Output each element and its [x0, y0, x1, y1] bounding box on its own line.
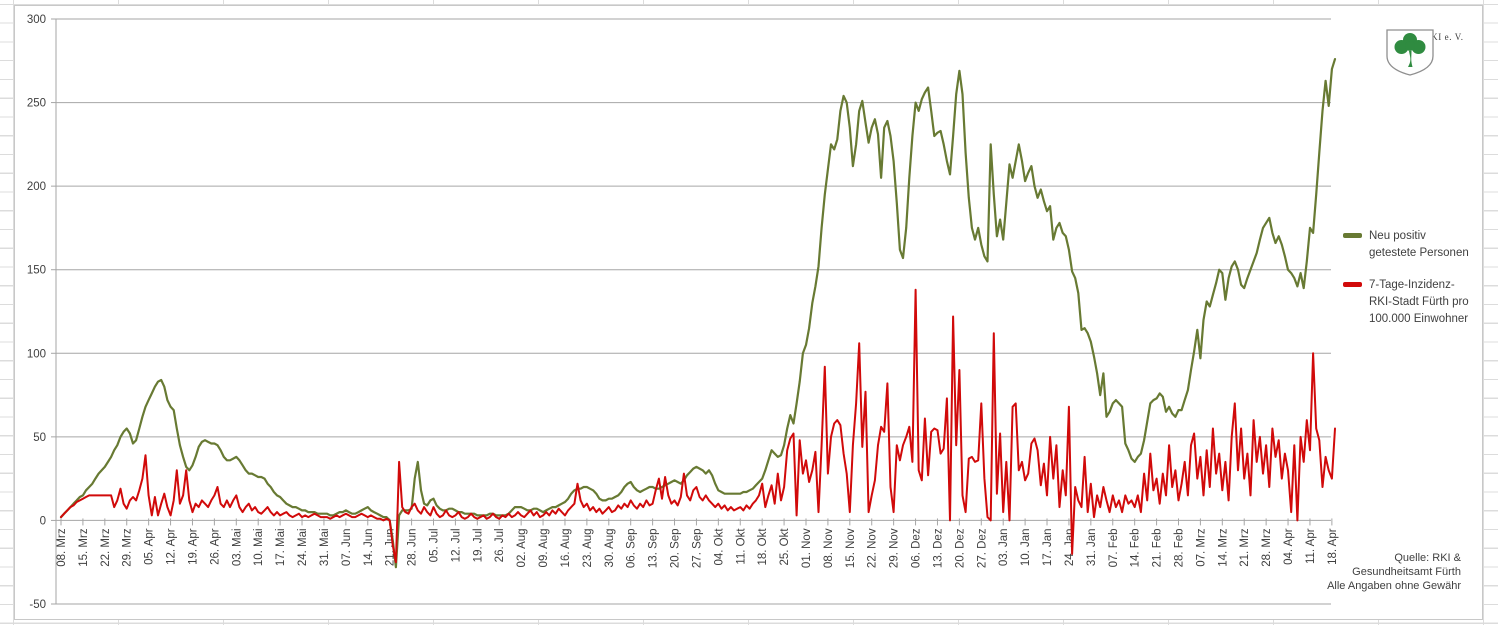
series-line-incidence	[60, 288, 1336, 564]
x-axis-label: 31. Jan	[1086, 528, 1098, 566]
x-axis-label: 28. Jun	[407, 528, 419, 566]
x-axis-label: 28. Feb	[1173, 528, 1185, 567]
x-axis-label: 18. Okt	[757, 528, 769, 566]
source-line: Alle Angaben ohne Gewähr	[1327, 579, 1461, 592]
y-axis-label: 250	[27, 98, 46, 110]
x-axis-label: 07. Jun	[341, 528, 353, 566]
x-axis-label: 12. Jul	[450, 528, 462, 562]
plot-area: 300 250 200 150 100 50 0 -50 08. Mrz 15. Mrz 22. M…	[27, 14, 1339, 611]
y-axis-label: -50	[29, 599, 46, 611]
source-note: Quelle: RKI & Gesundheitsamt Fürth Alle …	[1327, 552, 1461, 593]
shield-clover-icon	[1386, 29, 1434, 76]
x-axis-label: 21. Feb	[1152, 528, 1164, 567]
legend-swatch	[1343, 281, 1362, 287]
x-axis-label: 01. Nov	[801, 528, 813, 568]
x-axis-label: 04. Okt	[713, 528, 725, 566]
x-axis-label: 04. Apr	[1283, 528, 1295, 565]
x-axis-label: 25. Okt	[779, 528, 791, 566]
x-axis-label: 26. Jul	[494, 528, 506, 562]
x-axis-label: 19. Jul	[472, 528, 484, 562]
x-axis-label: 11. Apr	[1305, 528, 1317, 564]
x-axis-label: 09. Aug	[538, 528, 550, 567]
x-axis-label: 05. Apr	[144, 528, 156, 565]
x-axis-label: 27. Sep	[691, 528, 703, 568]
x-axis-label: 07. Mrz	[1195, 528, 1207, 567]
x-axis-label: 20. Sep	[670, 528, 682, 568]
x-axis-label: 19. Apr	[187, 528, 199, 565]
legend-swatch	[1343, 233, 1362, 238]
x-axis-label: 15. Nov	[845, 528, 857, 568]
x-axis-label: 30. Aug	[604, 528, 616, 567]
fuerthwiki-logo: FÜRTHWIKI e. V.	[1385, 29, 1465, 76]
x-axis-label: 23. Aug	[582, 528, 594, 567]
x-axis-label: 24. Jan	[1064, 528, 1076, 566]
x-axis-label: 05. Jul	[428, 528, 440, 562]
x-axis-label: 22. Nov	[867, 528, 879, 568]
y-axis-label: 200	[27, 181, 46, 193]
y-axis-label: 300	[27, 14, 46, 26]
x-axis-label: 17. Jan	[1042, 528, 1054, 566]
x-axis-label: 28. Mrz	[1261, 528, 1273, 567]
x-axis-label: 18. Apr	[1327, 528, 1339, 565]
series-line-new-positives	[59, 57, 1337, 569]
source-line: Quelle: RKI &	[1394, 552, 1461, 564]
chart-object[interactable]: 300 250 200 150 100 50 0 -50 08. Mrz 15. Mrz 22. M…	[14, 5, 1483, 620]
y-axis-label: 50	[33, 432, 46, 444]
x-axis-label: 03. Jan	[998, 528, 1010, 566]
x-axis-label: 24. Mai	[297, 528, 309, 566]
x-axis-label: 26. Apr	[209, 528, 221, 565]
x-axis-label: 29. Mrz	[122, 528, 134, 567]
x-axis-label: 10. Mai	[253, 528, 265, 566]
chart-legend: Neu positiv getestete Personen 7-Tage-Inzi…	[1343, 228, 1478, 342]
x-axis-label: 03. Mai	[231, 528, 243, 566]
x-axis-label: 31. Mai	[319, 528, 331, 566]
x-axis-label: 13. Dez	[932, 528, 944, 568]
x-axis-label: 06. Sep	[626, 528, 638, 568]
x-axis-label: 14. Feb	[1130, 528, 1142, 567]
y-axis-label: 0	[40, 515, 46, 527]
x-axis-label: 08. Mrz	[56, 528, 68, 567]
source-line: Gesundheitsamt Fürth	[1352, 565, 1461, 578]
legend-entry: Neu positiv getestete Personen	[1343, 228, 1478, 263]
x-axis-label: 22. Mrz	[100, 528, 112, 567]
x-axis-label: 20. Dez	[954, 528, 966, 568]
y-axis-label: 100	[27, 348, 46, 360]
x-axis-label: 15. Mrz	[78, 528, 90, 567]
x-axis-label: 10. Jan	[1020, 528, 1032, 566]
y-axis-label: 150	[27, 265, 46, 277]
legend-label: Neu positiv getestete Personen	[1369, 230, 1469, 260]
x-axis-label: 02. Aug	[516, 528, 528, 567]
x-axis-label: 13. Sep	[648, 528, 660, 568]
x-axis-label: 11. Okt	[735, 528, 747, 565]
x-axis-label: 07. Feb	[1108, 528, 1120, 567]
legend-label: 7-Tage-Inzidenz- RKI-Stadt Fürth pro 100.0…	[1369, 278, 1469, 326]
x-axis-label: 14. Jun	[363, 528, 375, 566]
legend-entry: 7-Tage-Inzidenz- RKI-Stadt Fürth pro 100.0…	[1343, 277, 1478, 329]
x-axis-label: 16. Aug	[560, 528, 572, 567]
x-axis-label: 17. Mai	[275, 528, 287, 566]
x-axis-label: 12. Apr	[166, 528, 178, 565]
x-axis-label: 29. Nov	[889, 528, 901, 568]
x-axis-label: 14. Mrz	[1217, 528, 1229, 567]
x-axis-label: 21. Mrz	[1239, 528, 1251, 567]
x-axis-label: 06. Dez	[911, 528, 923, 568]
x-axis-label: 27. Dez	[976, 528, 988, 568]
x-axis-label: 08. Nov	[823, 528, 835, 568]
